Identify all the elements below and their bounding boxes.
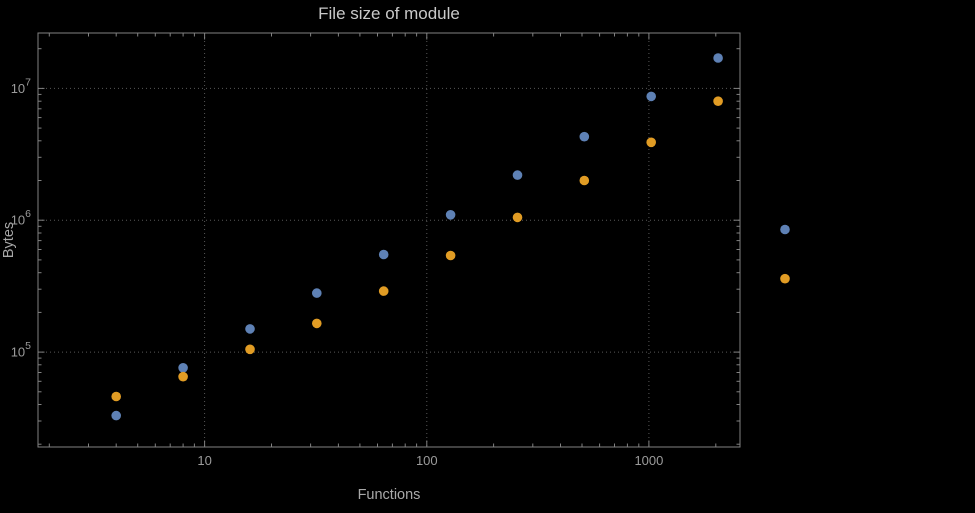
data-point-blue xyxy=(378,249,389,260)
data-point-blue xyxy=(713,53,723,63)
data-point-orange xyxy=(312,318,322,329)
data-point-orange xyxy=(512,212,523,223)
x-axis-label: Functions xyxy=(357,487,421,503)
data-point-orange xyxy=(178,371,188,382)
data-point-orange xyxy=(713,96,723,106)
chart-title: File size of module xyxy=(318,4,460,23)
data-point-orange xyxy=(646,137,656,148)
x-tick-label: 100 xyxy=(416,453,438,468)
data-point-orange xyxy=(445,250,456,261)
data-point-orange xyxy=(111,391,121,402)
data-point-blue xyxy=(512,170,523,180)
data-point-blue xyxy=(178,363,188,373)
plot-frame xyxy=(37,32,741,448)
data-point-blue xyxy=(780,224,790,235)
data-point-orange xyxy=(780,273,790,284)
data-point-orange xyxy=(245,344,255,355)
y-tick-label: 107 xyxy=(11,76,31,96)
data-point-blue xyxy=(245,324,255,334)
data-point-blue xyxy=(445,210,456,220)
data-point-blue xyxy=(646,91,656,102)
data-point-orange xyxy=(579,175,590,186)
x-tick-label: 1000 xyxy=(634,453,663,468)
data-point-blue xyxy=(579,131,590,142)
x-tick-label: 10 xyxy=(197,453,211,468)
data-point-blue xyxy=(111,410,121,421)
data-point-blue xyxy=(312,288,322,298)
y-axis-label: Bytes xyxy=(1,221,17,259)
y-tick-label: 105 xyxy=(11,340,31,360)
data-point-orange xyxy=(378,286,389,296)
